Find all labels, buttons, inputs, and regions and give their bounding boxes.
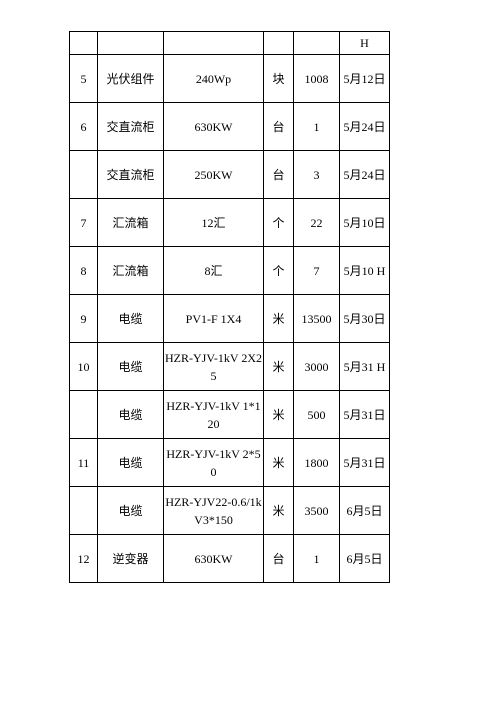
table-row: 12逆变器630KW台16月5日: [70, 535, 390, 583]
table-cell: 500: [294, 391, 340, 439]
table-cell: [70, 151, 98, 199]
table-cell: 7: [294, 247, 340, 295]
table-cell: 1: [294, 535, 340, 583]
table-cell: 台: [264, 151, 294, 199]
table-cell: 5月30日: [340, 295, 390, 343]
table-row: 11电缆HZR-YJV-1kV 2*50米18005月31日: [70, 439, 390, 487]
table-row: 8汇流箱8汇个75月10 H: [70, 247, 390, 295]
table-cell: HZR-YJV-1kV 2*50: [164, 439, 264, 487]
document-page: { "table": { "position": { "left": 69, "…: [0, 0, 500, 708]
table-cell: 电缆: [98, 487, 164, 535]
header-cell: [98, 32, 164, 55]
header-cell: [164, 32, 264, 55]
table-cell: 12汇: [164, 199, 264, 247]
table-cell: 台: [264, 535, 294, 583]
table-cell: 米: [264, 391, 294, 439]
table-cell: 5月24日: [340, 103, 390, 151]
header-cell: H: [340, 32, 390, 55]
materials-table: H 5光伏组件240Wp块10085月12日6交直流柜630KW台15月24日交…: [69, 31, 390, 583]
table-cell: 5月31日: [340, 439, 390, 487]
table-cell: HZR-YJV-1kV 2X25: [164, 343, 264, 391]
table-cell: 630KW: [164, 535, 264, 583]
table-cell: 5: [70, 55, 98, 103]
header-cell: [294, 32, 340, 55]
table-cell: PV1-F 1X4: [164, 295, 264, 343]
table-cell: 个: [264, 247, 294, 295]
table-cell: [70, 391, 98, 439]
table-cell: 逆变器: [98, 535, 164, 583]
table-cell: 5月31 H: [340, 343, 390, 391]
table-cell: 米: [264, 439, 294, 487]
table-cell: 光伏组件: [98, 55, 164, 103]
table-cell: 米: [264, 343, 294, 391]
header-cell: [70, 32, 98, 55]
table-cell: 5月24日: [340, 151, 390, 199]
table-cell: 台: [264, 103, 294, 151]
table-cell: 5月12日: [340, 55, 390, 103]
table-cell: 6月5日: [340, 535, 390, 583]
table-cell: HZR-YJV22-0.6/1kV3*150: [164, 487, 264, 535]
header-cell: [264, 32, 294, 55]
table-cell: 交直流柜: [98, 103, 164, 151]
table-row: 6交直流柜630KW台15月24日: [70, 103, 390, 151]
table-cell: 电缆: [98, 391, 164, 439]
table-cell: 1800: [294, 439, 340, 487]
table-cell: 11: [70, 439, 98, 487]
table-cell: 10: [70, 343, 98, 391]
table-cell: 6: [70, 103, 98, 151]
table-cell: 3500: [294, 487, 340, 535]
table-cell: 米: [264, 487, 294, 535]
table-cell: 汇流箱: [98, 199, 164, 247]
table-cell: 3000: [294, 343, 340, 391]
table-row: 交直流柜250KW台35月24日: [70, 151, 390, 199]
table-cell: 汇流箱: [98, 247, 164, 295]
table-row: 电缆HZR-YJV-1kV 1*120米5005月31日: [70, 391, 390, 439]
table-cell: 630KW: [164, 103, 264, 151]
table-cell: 交直流柜: [98, 151, 164, 199]
table-cell: 12: [70, 535, 98, 583]
table-cell: 1: [294, 103, 340, 151]
table-cell: 5月10日: [340, 199, 390, 247]
table-row: 7汇流箱12汇个225月10日: [70, 199, 390, 247]
table-cell: 个: [264, 199, 294, 247]
table-row: 10电缆HZR-YJV-1kV 2X25米30005月31 H: [70, 343, 390, 391]
table-cell: HZR-YJV-1kV 1*120: [164, 391, 264, 439]
table-row: 9电缆PV1-F 1X4米135005月30日: [70, 295, 390, 343]
table-cell: 电缆: [98, 439, 164, 487]
table-cell: 250KW: [164, 151, 264, 199]
table-cell: [70, 487, 98, 535]
table-cell: 22: [294, 199, 340, 247]
table-cell: 1008: [294, 55, 340, 103]
table-cell: 块: [264, 55, 294, 103]
table-cell: 3: [294, 151, 340, 199]
table-cell: 米: [264, 295, 294, 343]
table-cell: 13500: [294, 295, 340, 343]
table-row: 电缆HZR-YJV22-0.6/1kV3*150米35006月5日: [70, 487, 390, 535]
table-cell: 6月5日: [340, 487, 390, 535]
table-cell: 8汇: [164, 247, 264, 295]
table-cell: 7: [70, 199, 98, 247]
table-cell: 9: [70, 295, 98, 343]
table-cell: 电缆: [98, 343, 164, 391]
table-cell: 240Wp: [164, 55, 264, 103]
table-header-row: H: [70, 32, 390, 55]
table-row: 5光伏组件240Wp块10085月12日: [70, 55, 390, 103]
table-cell: 8: [70, 247, 98, 295]
table-cell: 5月10 H: [340, 247, 390, 295]
table-cell: 5月31日: [340, 391, 390, 439]
table-cell: 电缆: [98, 295, 164, 343]
